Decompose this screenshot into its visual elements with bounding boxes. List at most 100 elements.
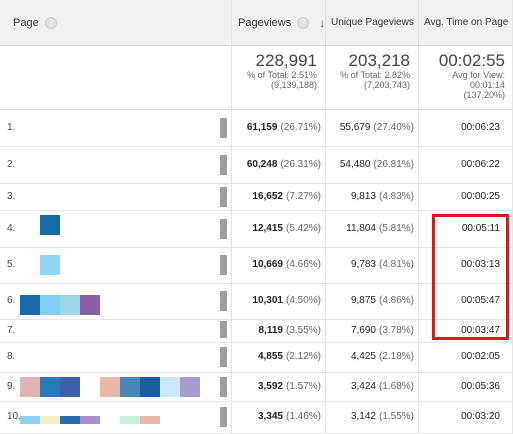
unique-pageviews-cell: 54,480 (26.81%)	[340, 159, 414, 170]
avg-time-value: 00:00:25	[461, 191, 500, 202]
row-number: 5.	[7, 259, 16, 270]
pageviews-value: 10,669	[252, 259, 283, 270]
pageviews-pct: (4.50%)	[285, 295, 321, 306]
pageviews-value: 4,855	[257, 351, 283, 362]
row-bar	[220, 377, 227, 397]
redacted-color-block	[60, 295, 80, 315]
col-header-avg-time[interactable]: Avg. Time on Page	[424, 0, 508, 45]
unique-pageviews-value: 9,875	[350, 295, 376, 306]
unique-pageviews-value: 7,690	[350, 325, 376, 336]
unique-pageviews-pct: (4.86%)	[378, 295, 414, 306]
redacted-color-block	[140, 377, 160, 397]
total-unique-site: (7,203,743)	[363, 80, 410, 90]
pageviews-pct: (4.66%)	[285, 259, 321, 270]
table-header	[0, 0, 513, 46]
row-bar	[220, 347, 227, 367]
table-row[interactable]: 7. 8,119 (3.55%) 7,690 (3.78%) 00:03:47	[0, 319, 513, 343]
table-row[interactable]: 9. 3,592 (1.57%) 3,424 (1.68%) 00:05:36	[0, 372, 513, 402]
pageviews-value: 60,248	[246, 159, 278, 170]
pageviews-pct: (5.42%)	[285, 223, 321, 234]
row-bar	[220, 255, 227, 275]
row-bar	[220, 219, 227, 239]
avg-for-view-label: Avg for View:	[452, 70, 505, 80]
unique-pageviews-value: 3,142	[350, 411, 376, 422]
unique-pageviews-value: 11,804	[346, 223, 376, 234]
unique-pageviews-cell: 55,679 (27.40%)	[340, 122, 414, 133]
unique-pageviews-cell: 3,142 (1.55%)	[351, 411, 414, 422]
col-header-unique-pageviews[interactable]: Unique Pageviews	[331, 0, 414, 45]
row-bar	[220, 321, 227, 338]
total-pageviews-site: (9,139,188)	[270, 80, 317, 90]
pageviews-pct: (26.71%)	[280, 122, 321, 133]
col-header-avg-time-label: Avg. Time on Page	[424, 17, 509, 28]
column-divider	[418, 0, 419, 433]
row-number: 10.	[7, 411, 21, 422]
redacted-color-block	[40, 416, 60, 424]
redacted-color-block	[180, 377, 200, 397]
pageviews-value: 10,301	[252, 295, 283, 306]
unique-pageviews-pct: (1.68%)	[378, 381, 414, 392]
col-header-pageviews-label: Pageviews	[238, 16, 292, 29]
help-icon[interactable]: ?	[297, 16, 310, 29]
col-header-unique-pageviews-label: Unique Pageviews	[331, 17, 414, 28]
row-bar	[220, 407, 227, 427]
avg-for-view-value: 00:01:14	[469, 80, 505, 90]
table-row[interactable]: 3. 16,652 (7.27%) 9,813 (4.83%) 00:00:25	[0, 183, 513, 211]
unique-pageviews-value: 9,813	[350, 191, 376, 202]
redacted-color-block	[120, 416, 140, 424]
table-row[interactable]: 8. 4,855 (2.12%) 4,425 (2.18%) 00:02:05	[0, 342, 513, 373]
pageviews-value: 61,159	[246, 122, 278, 133]
unique-pageviews-pct: (1.55%)	[378, 411, 414, 422]
avg-time-value: 00:05:36	[461, 381, 500, 392]
unique-pageviews-cell: 9,783 (4.81%)	[351, 259, 414, 270]
pageviews-value: 16,652	[252, 191, 283, 202]
table-row[interactable]: 5. 10,669 (4.66%) 9,783 (4.81%) 00:03:13	[0, 247, 513, 284]
unique-pageviews-value: 9,783	[350, 259, 376, 270]
sort-down-arrow-icon[interactable]: ↓	[319, 15, 326, 30]
row-number: 9.	[7, 381, 16, 392]
row-bar	[220, 291, 227, 311]
table-row[interactable]: 1. 61,159 (26.71%) 55,679 (27.40%) 00:06:2…	[0, 110, 513, 147]
col-header-page[interactable]: Page ?	[13, 0, 57, 45]
pageviews-pct: (26.31%)	[280, 159, 321, 170]
total-pageviews-subtext: % of Total: 2.51% (9,139,188)	[247, 70, 317, 90]
unique-pageviews-value: 55,679	[339, 122, 371, 133]
pageviews-value: 3,345	[257, 411, 283, 422]
redacted-color-block	[100, 377, 120, 397]
avg-time-value: 00:03:20	[461, 411, 500, 422]
pageviews-cell: 16,652 (7.27%)	[252, 191, 321, 202]
total-avg-time: 00:02:55	[438, 51, 505, 70]
unique-pageviews-cell: 3,424 (1.68%)	[351, 381, 414, 392]
avg-time-value: 00:06:22	[461, 159, 500, 170]
column-divider	[325, 0, 326, 433]
row-number: 1.	[7, 122, 16, 133]
pageviews-value: 3,592	[257, 381, 283, 392]
table-row[interactable]: 4. 12,415 (5.42%) 11,804 (5.81%) 00:05:11	[0, 210, 513, 248]
total-avg-subtext: Avg for View: 00:01:14 (137.20%)	[452, 70, 505, 100]
redacted-color-block	[20, 295, 40, 315]
unique-pageviews-pct: (27.40%)	[373, 122, 414, 133]
redacted-color-block	[60, 416, 80, 424]
redacted-color-block	[120, 377, 140, 397]
total-unique-subtext: % of Total: 2.82% (7,203,743)	[340, 70, 410, 90]
unique-pageviews-cell: 9,875 (4.86%)	[351, 295, 414, 306]
unique-pageviews-value: 3,424	[350, 381, 376, 392]
redacted-color-block	[40, 377, 60, 397]
redacted-color-block	[80, 295, 100, 315]
redacted-color-block	[140, 416, 160, 424]
redacted-color-block	[40, 295, 60, 315]
avg-time-value: 00:05:11	[461, 223, 500, 234]
pageviews-value: 12,415	[252, 223, 283, 234]
redacted-color-block	[60, 377, 80, 397]
redacted-color-block	[160, 377, 180, 397]
pageviews-pct: (2.12%)	[285, 351, 321, 362]
col-header-pageviews[interactable]: Pageviews ? ↓	[238, 0, 325, 45]
row-bar	[220, 155, 227, 175]
unique-pageviews-pct: (26.81%)	[373, 159, 414, 170]
unique-pageviews-cell: 9,813 (4.83%)	[351, 191, 414, 202]
table-row[interactable]: 2. 60,248 (26.31%) 54,480 (26.81%) 00:06:2…	[0, 146, 513, 184]
total-pageviews-pct: % of Total: 2.51%	[247, 70, 317, 80]
pageviews-cell: 3,345 (1.46%)	[258, 411, 321, 422]
table-row[interactable]: 6. 10,301 (4.50%) 9,875 (4.86%) 00:05:47	[0, 283, 513, 320]
help-icon[interactable]: ?	[44, 16, 57, 29]
